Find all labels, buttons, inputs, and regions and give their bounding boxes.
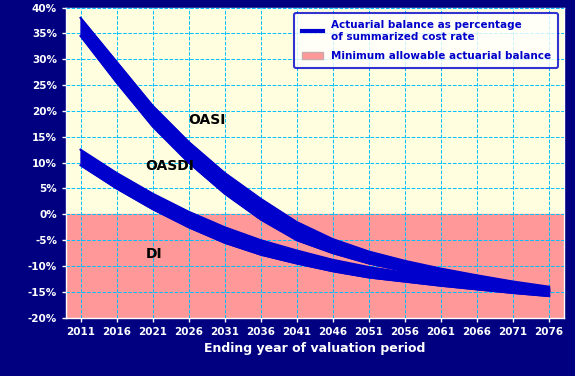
X-axis label: Ending year of valuation period: Ending year of valuation period [204,342,426,355]
Legend: Actuarial balance as percentage
of summarized cost rate, Minimum allowable actua: Actuarial balance as percentage of summa… [294,13,558,68]
Text: DI: DI [145,247,162,261]
Text: OASDI: OASDI [145,159,194,173]
Text: OASI: OASI [189,113,226,127]
